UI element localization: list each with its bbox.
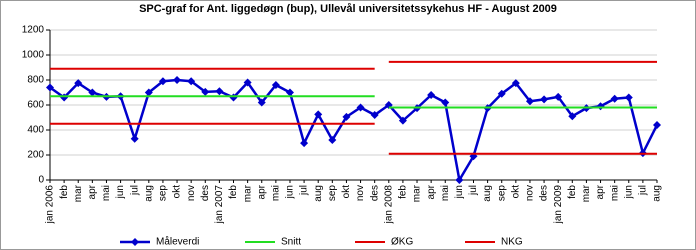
data-point <box>300 139 309 148</box>
data-point <box>525 97 534 106</box>
legend-label: Måleverdi <box>156 236 199 248</box>
x-tick-label: des <box>369 185 380 201</box>
x-tick-label: apr <box>426 184 437 199</box>
data-point <box>46 83 54 92</box>
data-point <box>511 79 520 88</box>
data-point <box>356 103 365 112</box>
x-tick-label: aug <box>652 185 663 202</box>
x-tick-label: feb <box>228 185 239 199</box>
x-tick-label: jul <box>638 185 649 196</box>
data-point <box>257 98 266 107</box>
data-point <box>314 110 323 119</box>
data-point <box>158 77 167 86</box>
data-point <box>653 121 661 129</box>
x-tick-label: jan 2008 <box>383 185 394 225</box>
data-point <box>540 95 549 104</box>
y-tick-label: 200 <box>27 150 44 161</box>
legend-label: Snitt <box>281 237 301 248</box>
data-point <box>285 88 294 97</box>
x-tick-label: nov <box>186 185 197 201</box>
x-tick-label: des <box>200 185 211 201</box>
data-point <box>187 77 196 86</box>
x-tick-label: sep <box>327 185 338 202</box>
legend-label: NKG <box>501 237 523 248</box>
x-tick-label: okt <box>510 185 521 199</box>
x-tick-label: des <box>539 185 550 201</box>
data-point <box>427 91 436 99</box>
x-tick-label: feb <box>567 185 578 199</box>
x-tick-label: jun <box>115 185 126 199</box>
x-tick-label: jul <box>129 185 140 196</box>
x-tick-label: jul <box>299 185 310 196</box>
x-tick-label: apr <box>87 184 98 199</box>
x-tick-label: jan 2009 <box>553 185 564 225</box>
x-tick-label: jun <box>623 185 634 199</box>
x-tick-label: mai <box>440 185 451 201</box>
data-point <box>398 116 407 125</box>
x-tick-label: okt <box>341 185 352 199</box>
y-tick-label: 400 <box>27 125 44 136</box>
x-tick-label: jul <box>468 185 479 196</box>
x-tick-label: mar <box>73 184 84 202</box>
data-point <box>328 136 337 144</box>
x-tick-label: jan 2006 <box>45 185 56 225</box>
legend-marker <box>131 238 139 246</box>
data-point <box>624 93 633 102</box>
data-point <box>74 79 83 88</box>
data-point <box>201 87 210 96</box>
data-point <box>144 88 153 97</box>
x-tick-label: jun <box>285 185 296 199</box>
data-point <box>215 87 224 96</box>
y-tick-label: 1200 <box>22 25 45 36</box>
x-tick-label: apr <box>595 184 606 199</box>
x-tick-label: feb <box>398 185 409 199</box>
x-tick-label: jan 2007 <box>214 185 225 225</box>
x-tick-label: okt <box>172 185 183 199</box>
x-tick-label: aug <box>313 185 324 202</box>
y-tick-label: 800 <box>27 75 44 86</box>
data-point <box>130 134 139 143</box>
x-tick-label: sep <box>496 185 507 202</box>
x-tick-label: nov <box>355 185 366 201</box>
data-point <box>497 89 506 98</box>
x-tick-label: mai <box>271 185 282 201</box>
x-tick-label: jun <box>454 185 465 199</box>
x-tick-label: mar <box>581 184 592 202</box>
y-tick-label: 600 <box>27 100 44 111</box>
x-tick-label: nov <box>525 185 536 201</box>
y-tick-label: 0 <box>38 175 44 186</box>
data-point <box>271 81 280 89</box>
data-point <box>568 112 577 121</box>
x-tick-label: aug <box>143 185 154 202</box>
x-tick-label: sep <box>158 185 169 202</box>
data-point <box>441 98 450 107</box>
data-point <box>610 94 619 103</box>
data-point <box>370 111 379 119</box>
data-point <box>554 92 563 101</box>
legend-label: ØKG <box>391 237 413 248</box>
x-tick-label: mar <box>242 184 253 202</box>
data-point <box>243 78 252 87</box>
x-tick-label: mar <box>412 184 423 202</box>
data-point <box>88 88 97 97</box>
x-tick-label: apr <box>256 184 267 199</box>
x-tick-label: mai <box>101 185 112 201</box>
x-tick-label: aug <box>482 185 493 202</box>
y-tick-label: 1000 <box>22 50 45 61</box>
data-point <box>455 176 464 184</box>
x-tick-label: mai <box>609 185 620 201</box>
x-tick-label: feb <box>59 185 70 199</box>
data-point <box>342 112 351 121</box>
chart-title: SPC-graf for Ant. liggedøgn (bup), Ullev… <box>139 3 557 15</box>
data-point <box>173 76 182 84</box>
